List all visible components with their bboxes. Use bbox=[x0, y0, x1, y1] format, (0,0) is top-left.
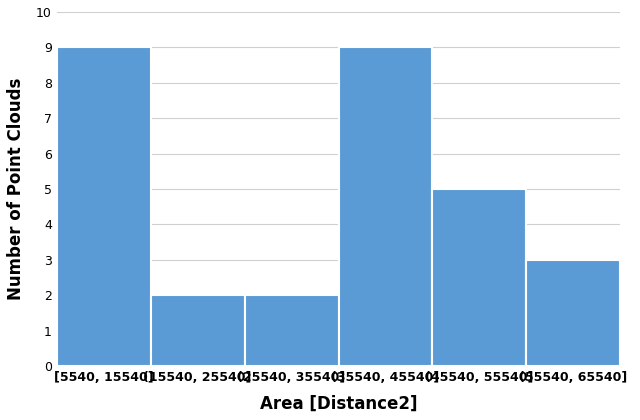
Bar bbox=[339, 47, 433, 366]
Bar bbox=[150, 295, 244, 366]
Bar bbox=[57, 47, 150, 366]
X-axis label: Area [Distance2]: Area [Distance2] bbox=[260, 395, 417, 413]
Y-axis label: Number of Point Clouds: Number of Point Clouds bbox=[7, 78, 25, 300]
Bar bbox=[244, 295, 339, 366]
Bar bbox=[433, 189, 526, 366]
Bar bbox=[526, 260, 620, 366]
